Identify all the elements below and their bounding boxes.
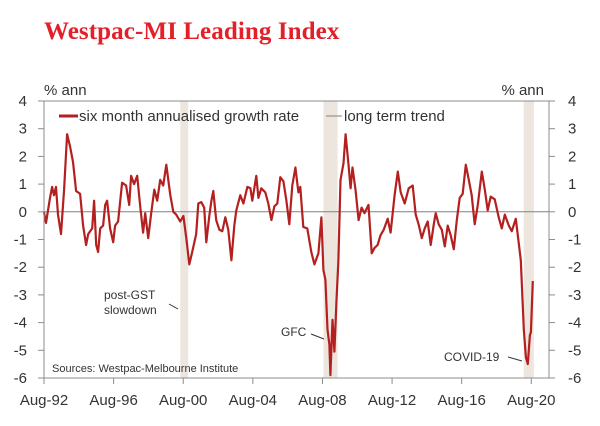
y-tick-label-left: 0 xyxy=(19,204,27,221)
annotation-gfc-pointer xyxy=(310,333,325,340)
y-tick-label-left: -1 xyxy=(14,232,27,249)
annotation-covid: COVID-19 xyxy=(444,350,523,364)
x-tick-label: Aug-12 xyxy=(368,392,416,409)
y-tick-label-right: 4 xyxy=(568,93,576,110)
x-tick-label: Aug-08 xyxy=(298,392,346,409)
y-tick-label-right: 2 xyxy=(568,148,576,165)
legend-label-trend: long term trend xyxy=(344,108,445,125)
x-tick-label: Aug-20 xyxy=(507,392,555,409)
y-tick-label-right: -1 xyxy=(568,232,581,249)
y-unit-label-left: % ann xyxy=(44,82,87,99)
y-tick-label-right: -2 xyxy=(568,259,581,276)
x-tick-label: Aug-00 xyxy=(159,392,207,409)
chart-title: Westpac-MI Leading Index xyxy=(44,18,340,45)
legend-label-growth: six month annualised growth rate xyxy=(79,108,299,125)
y-tick-label-left: 2 xyxy=(19,148,27,165)
y-tick-label-left: -3 xyxy=(14,287,27,304)
y-tick-label-right: 1 xyxy=(568,176,576,193)
y-tick-label-left: 1 xyxy=(19,176,27,193)
x-tick-label: Aug-16 xyxy=(437,392,485,409)
x-tick-label: Aug-96 xyxy=(89,392,137,409)
annotation-post-gst-line1: post-GST xyxy=(104,288,156,302)
y-unit-label-right: % ann xyxy=(501,82,544,99)
x-tick-label: Aug-04 xyxy=(229,392,277,409)
y-tick-label-left: 3 xyxy=(19,121,27,138)
y-tick-label-right: 3 xyxy=(568,121,576,138)
y-axis-right: 4 3 2 1 0 -1 -2 -3 -4 -5 -6 xyxy=(549,93,581,387)
source-note: Sources: Westpac-Melbourne Institute xyxy=(52,363,238,375)
annotation-gfc-label: GFC xyxy=(281,325,307,339)
x-axis: Aug-92 Aug-96 Aug-00 Aug-04 Aug-08 Aug-12 Aug-… xyxy=(20,378,555,409)
y-tick-label-left: -4 xyxy=(14,315,27,332)
y-tick-label-right: -5 xyxy=(568,342,581,359)
annotation-post-gst: post-GST slowdown xyxy=(104,288,179,317)
annotation-covid-label: COVID-19 xyxy=(444,350,500,364)
y-tick-label-left: -6 xyxy=(14,370,27,387)
y-tick-label-left: 4 xyxy=(19,93,27,110)
annotation-gfc: GFC xyxy=(281,325,325,340)
x-tick-label: Aug-92 xyxy=(20,392,68,409)
six-month-growth-line xyxy=(42,133,534,377)
shaded-period-post-gst-slowdown xyxy=(180,101,189,378)
y-tick-label-right: -6 xyxy=(568,370,581,387)
y-tick-label-right: -3 xyxy=(568,287,581,304)
annotation-post-gst-pointer xyxy=(168,303,179,310)
y-tick-label-left: -2 xyxy=(14,259,27,276)
y-tick-label-left: -5 xyxy=(14,342,27,359)
shaded-period-covid-19 xyxy=(523,101,534,378)
y-tick-label-right: -4 xyxy=(568,315,581,332)
annotation-covid-pointer xyxy=(507,356,523,362)
y-tick-label-right: 0 xyxy=(568,204,576,221)
legend: six month annualised growth rate long te… xyxy=(59,108,445,125)
y-axis-left: 4 3 2 1 0 -1 -2 -3 -4 -5 -6 xyxy=(14,93,44,387)
annotation-post-gst-line2: slowdown xyxy=(104,303,157,317)
